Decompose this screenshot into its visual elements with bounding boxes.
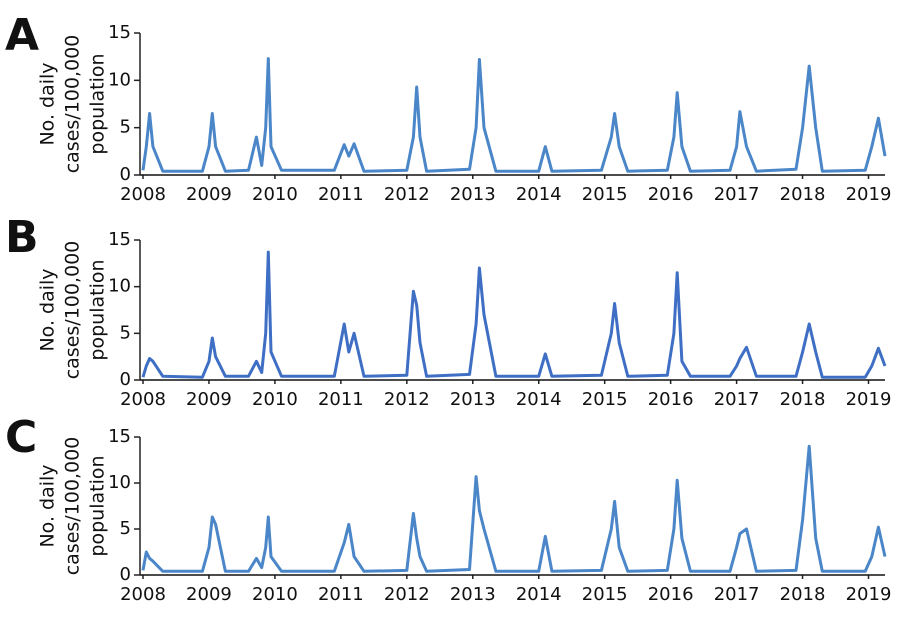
x-tick-label: 2013 (450, 389, 496, 410)
y-tick-label: 10 (108, 69, 131, 90)
y-tick-label: 5 (120, 117, 131, 138)
x-tick-label: 2013 (450, 184, 496, 205)
x-tick-label: 2012 (384, 584, 430, 605)
y-axis-label: population (87, 53, 109, 154)
y-axis-label: population (87, 455, 109, 556)
y-axis-label: cases/100,000 (62, 35, 84, 174)
x-tick-label: 2017 (714, 389, 760, 410)
x-tick-label: 2010 (252, 184, 298, 205)
y-axis-label: No. daily (37, 62, 59, 145)
x-tick-label: 2013 (450, 584, 496, 605)
y-tick-label: 5 (120, 518, 131, 539)
x-tick-label: 2010 (252, 584, 298, 605)
x-tick-label: 2015 (582, 389, 628, 410)
series-line (141, 444, 887, 573)
y-tick-label: 0 (120, 564, 131, 585)
y-tick-label: 15 (108, 229, 131, 250)
x-tick-label: 2015 (582, 584, 628, 605)
y-tick-label: 5 (120, 322, 131, 343)
x-tick-label: 2010 (252, 389, 298, 410)
x-tick-label: 2011 (318, 184, 364, 205)
x-tick-label: 2019 (846, 184, 892, 205)
x-tick-label: 2008 (120, 184, 166, 205)
y-axis-label: cases/100,000 (62, 437, 84, 576)
x-tick-label: 2014 (516, 584, 562, 605)
x-tick-label: 2008 (120, 584, 166, 605)
y-axis-label: No. daily (37, 464, 59, 547)
x-tick-label: 2019 (846, 389, 892, 410)
y-tick-label: 10 (108, 276, 131, 297)
y-axis-label: cases/100,000 (62, 241, 84, 380)
series-line (141, 250, 887, 379)
x-tick-label: 2014 (516, 184, 562, 205)
x-tick-label: 2019 (846, 584, 892, 605)
series-line (141, 57, 887, 173)
x-tick-label: 2014 (516, 389, 562, 410)
x-tick-label: 2017 (714, 184, 760, 205)
y-tick-label: 10 (108, 472, 131, 493)
x-tick-label: 2011 (318, 389, 364, 410)
x-tick-label: 2008 (120, 389, 166, 410)
x-tick-label: 2012 (384, 389, 430, 410)
x-tick-label: 2012 (384, 184, 430, 205)
y-tick-label: 0 (120, 369, 131, 390)
x-tick-label: 2016 (648, 184, 694, 205)
y-tick-label: 15 (108, 22, 131, 43)
x-tick-label: 2016 (648, 584, 694, 605)
panel-label: C (5, 412, 37, 463)
x-tick-label: 2009 (186, 184, 232, 205)
x-tick-label: 2018 (780, 584, 826, 605)
x-tick-label: 2011 (318, 584, 364, 605)
panel-label: A (5, 10, 39, 61)
x-tick-label: 2017 (714, 584, 760, 605)
y-tick-label: 0 (120, 164, 131, 185)
x-tick-label: 2009 (186, 389, 232, 410)
x-tick-label: 2009 (186, 584, 232, 605)
x-tick-label: 2015 (582, 184, 628, 205)
x-tick-label: 2018 (780, 184, 826, 205)
y-axis-label: population (87, 259, 109, 360)
x-tick-label: 2016 (648, 389, 694, 410)
x-tick-label: 2018 (780, 389, 826, 410)
y-tick-label: 15 (108, 426, 131, 447)
y-axis-label: No. daily (37, 268, 59, 351)
panel-label: B (5, 212, 39, 263)
